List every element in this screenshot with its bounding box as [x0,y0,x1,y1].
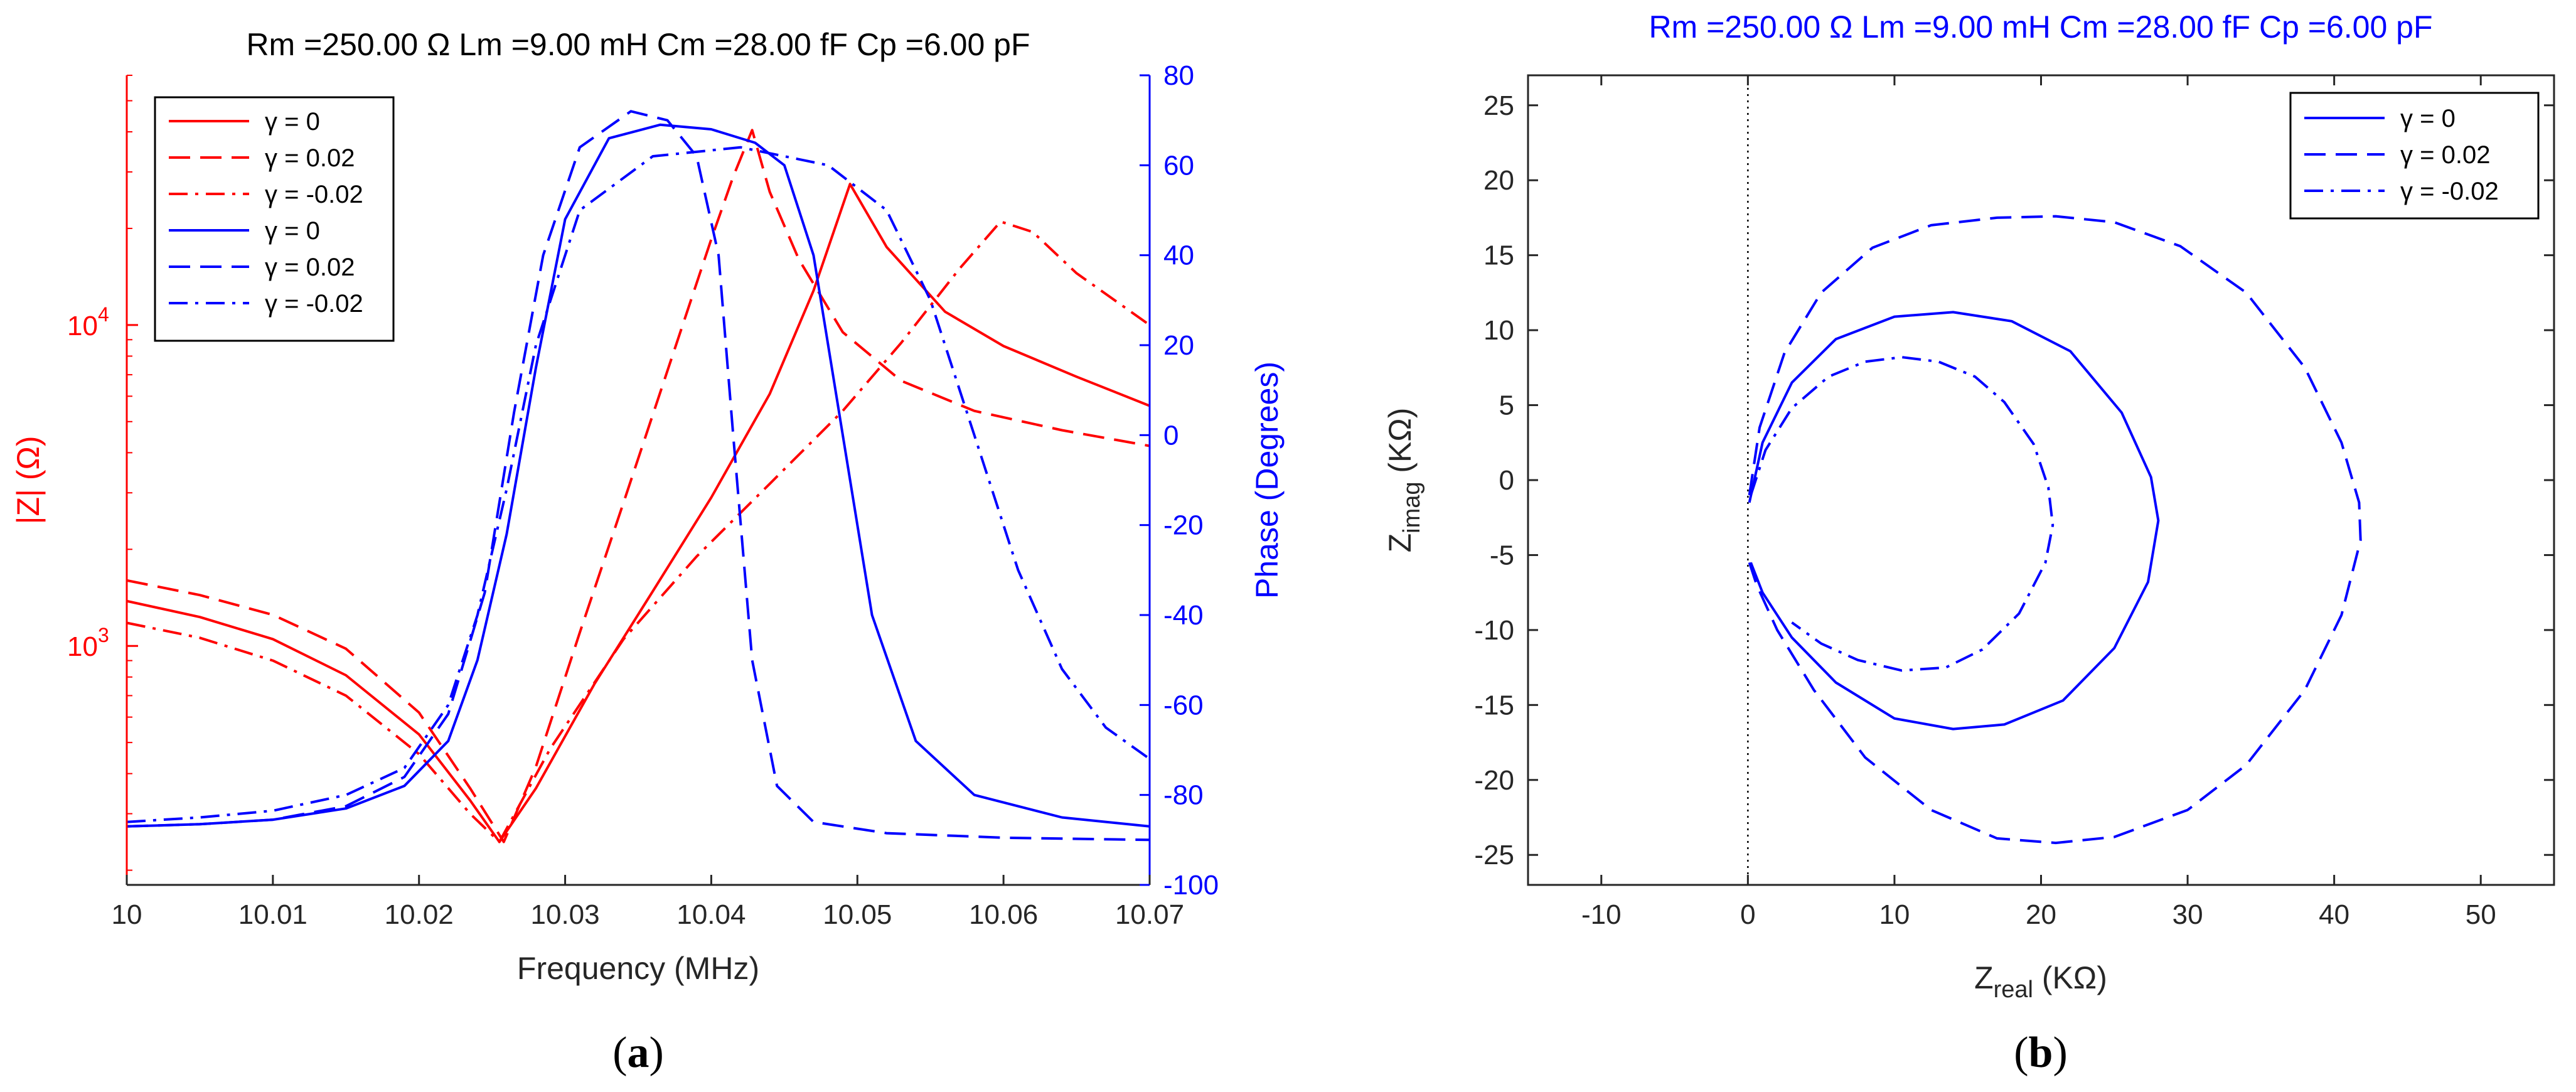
panel-a-x-tick-label: 10.05 [823,899,892,930]
panel-b-y-tick-label: 5 [1499,390,1514,421]
panel-b-series-1 [1748,215,2362,845]
panel-a-legend-label: γ = -0.02 [265,290,363,318]
panel-b-y-tick-label: 10 [1483,315,1514,346]
panel-a-x-tick-label: 10 [112,899,142,930]
panel-a-series-magnitude-1 [127,129,1150,843]
panel-b-series-group [1748,215,2362,845]
panel-a-left-axis-title: |Z| (Ω) [11,436,46,524]
panel-a-frequency-response: Rm =250.00 Ω Lm =9.00 mH Cm =28.00 fF Cp… [11,27,1285,1077]
panel-b-legend-label: γ = -0.02 [2400,178,2499,205]
panel-b-nyquist-plot: Rm =250.00 Ω Lm =9.00 mH Cm =28.00 fF Cp… [1382,9,2555,1077]
panel-a-right-tick-label: 60 [1163,150,1194,181]
panel-b-x-tick-label: 30 [2172,899,2203,930]
panel-a-legend: γ = 0 γ = 0.02 γ = -0.02 γ = 0 γ = 0.02 γ = -… [154,96,395,342]
panel-a-legend-label: γ = 0 [265,108,320,136]
panel-a-x-tick-label: 10.01 [238,899,307,930]
panel-a-right-tick-label: 20 [1163,330,1194,361]
panel-a-x-tick-label: 10.04 [676,899,746,930]
panel-a-series-phase-4 [127,110,1150,842]
panel-b-caption: (b) [2014,1029,2068,1077]
panel-b-x-tick-label: 0 [1740,899,1755,930]
panel-a-legend-label: γ = -0.02 [265,181,363,208]
panel-a-right-tick-label: -80 [1163,780,1204,811]
panel-b-legend-box [2289,92,2540,220]
panel-b-x-tick-label: 40 [2319,899,2349,930]
panel-a-caption: (a) [612,1029,664,1077]
panel-a-series-group [127,110,1150,843]
panel-a-series-phase-5 [127,146,1150,823]
panel-b-y-tick-label: 25 [1483,90,1514,121]
panel-a-x-tick-label: 10.07 [1115,899,1184,930]
panel-a-left-tick-label: 103 [67,624,109,662]
panel-b-title: Rm =250.00 Ω Lm =9.00 mH Cm =28.00 fF Cp… [1649,9,2432,45]
panel-b-y-axis-title: Zimag (KΩ) [1382,408,1425,553]
panel-a-x-axis-title: Frequency (MHz) [517,951,759,986]
panel-b-y-tick-label: -15 [1474,690,1514,720]
panel-b-y-tick-label: 15 [1483,240,1514,271]
panel-b-y-tick-label: 0 [1499,465,1514,496]
panel-a-x-tick-label: 10.02 [385,899,454,930]
panel-a-legend-label: γ = 0.02 [265,144,355,172]
panel-b-legend-label: γ = 0.02 [2400,141,2490,169]
panel-a-legend-box [154,96,395,342]
panel-b-x-tick-label: -10 [1581,899,1622,930]
panel-b-y-tick-label: -25 [1474,840,1514,870]
panel-b-y-tick-label: -20 [1474,765,1514,796]
panel-a-legend-label: γ = 0.02 [265,254,355,281]
panel-a-right-tick-label: 0 [1163,420,1178,451]
panel-a-right-tick-label: 40 [1163,240,1194,271]
panel-b-x-axis-title: Zreal (KΩ) [1974,960,2107,1003]
panel-b-x-tick-label: 20 [2026,899,2056,930]
panel-b-x-tick-label: 10 [1879,899,1910,930]
panel-a-legend-label: γ = 0 [265,217,320,245]
panel-b-y-tick-label: -5 [1490,540,1514,570]
panel-b-x-tick-label: 50 [2466,899,2496,930]
panel-a-title: Rm =250.00 Ω Lm =9.00 mH Cm =28.00 fF Cp… [246,27,1030,62]
panel-b-y-tick-label: 20 [1483,165,1514,196]
panel-a-x-tick-label: 10.03 [531,899,600,930]
panel-a-right-axis-title: Phase (Degrees) [1249,361,1285,599]
panel-b-series-2 [1750,356,2055,672]
panel-a-right-tick-label: 80 [1163,60,1194,91]
panel-a-right-tick-label: -60 [1163,690,1204,720]
panel-a-series-phase-3 [127,123,1150,828]
panel-a-x-tick-label: 10.06 [969,899,1038,930]
panel-b-legend: γ = 0 γ = 0.02 γ = -0.02 [2289,92,2540,220]
panel-b-legend-label: γ = 0 [2400,105,2456,132]
panel-b-y-tick-label: -10 [1474,615,1514,646]
panel-a-series-magnitude-0 [127,183,1150,843]
panel-a-left-tick-label: 104 [67,303,109,341]
panel-b-series-0 [1748,311,2160,731]
panel-a-right-tick-label: -100 [1163,870,1219,901]
panel-a-right-tick-label: -20 [1163,510,1204,541]
panel-a-right-tick-label: -40 [1163,600,1204,631]
